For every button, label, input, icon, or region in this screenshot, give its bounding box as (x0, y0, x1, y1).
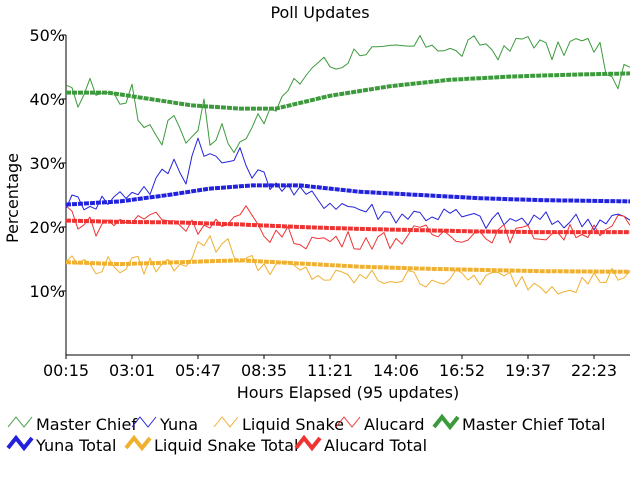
legend-swatch (213, 416, 239, 428)
x-tick-label: 03:01 (109, 361, 155, 380)
legend-item: Alucard Total (294, 434, 427, 455)
y-axis-ticks: 10% 20% 30% 40% 50% (29, 26, 66, 301)
legend-item: Master Chief Total (432, 413, 605, 434)
y-tick-label: 10% (29, 282, 65, 301)
legend-label: Yuna (159, 415, 198, 434)
y-tick-label: 40% (29, 90, 65, 109)
legend: Master Chief Yuna Liquid Snake Alucard Maste… (6, 413, 605, 455)
legend-item: Master Chief (7, 415, 137, 434)
series-line-alucard (65, 205, 631, 250)
x-tick-label: 00:15 (43, 361, 89, 380)
legend-swatch (432, 413, 460, 431)
x-tick-label: 05:47 (175, 361, 221, 380)
legend-swatch (6, 434, 34, 452)
chart-title: Poll Updates (270, 3, 369, 22)
legend-label: Alucard Total (324, 436, 427, 455)
x-tick-label: 08:35 (241, 361, 287, 380)
legend-item: Liquid Snake (213, 415, 344, 434)
legend-label: Liquid Snake Total (154, 436, 298, 455)
y-axis-label: Percentage (3, 153, 22, 243)
plot-area (65, 35, 631, 356)
x-tick-label: 16:52 (439, 361, 485, 380)
legend-swatch (294, 434, 322, 452)
legend-label: Yuna Total (35, 436, 116, 455)
legend-swatch (335, 416, 361, 428)
x-tick-label: 14:06 (373, 361, 419, 380)
series-line-liquid-snake (65, 235, 631, 295)
legend-label: Liquid Snake (242, 415, 344, 434)
legend-swatch (7, 416, 33, 428)
legend-item: Yuna Total (6, 434, 116, 455)
y-tick-label: 20% (29, 218, 65, 237)
series-line-liquid-snake-total (65, 258, 630, 274)
legend-swatch (124, 434, 152, 452)
series-line-master-chief (65, 35, 631, 154)
legend-item: Alucard (335, 415, 425, 434)
legend-label: Master Chief (36, 415, 137, 434)
legend-item: Liquid Snake Total (124, 434, 298, 455)
y-tick-label: 50% (29, 26, 65, 45)
series-line-yuna (65, 137, 631, 231)
legend-label: Master Chief Total (462, 415, 605, 434)
x-axis-label: Hours Elapsed (95 updates) (237, 383, 460, 402)
legend-swatch (131, 416, 157, 428)
legend-label: Alucard (364, 415, 425, 434)
x-tick-label: 22:23 (571, 361, 617, 380)
series-line-master-chief-total (66, 71, 631, 111)
series-line-yuna-total (65, 183, 631, 207)
x-tick-label: 19:37 (505, 361, 551, 380)
x-axis-ticks: 00:15 03:01 05:47 08:35 11:21 14:06 16:52 19:37… (43, 355, 617, 380)
series-line-alucard-total (65, 218, 630, 235)
series-lines (65, 35, 631, 295)
x-tick-label: 11:21 (307, 361, 353, 380)
legend-item: Yuna (131, 415, 198, 434)
y-tick-label: 30% (29, 154, 65, 173)
